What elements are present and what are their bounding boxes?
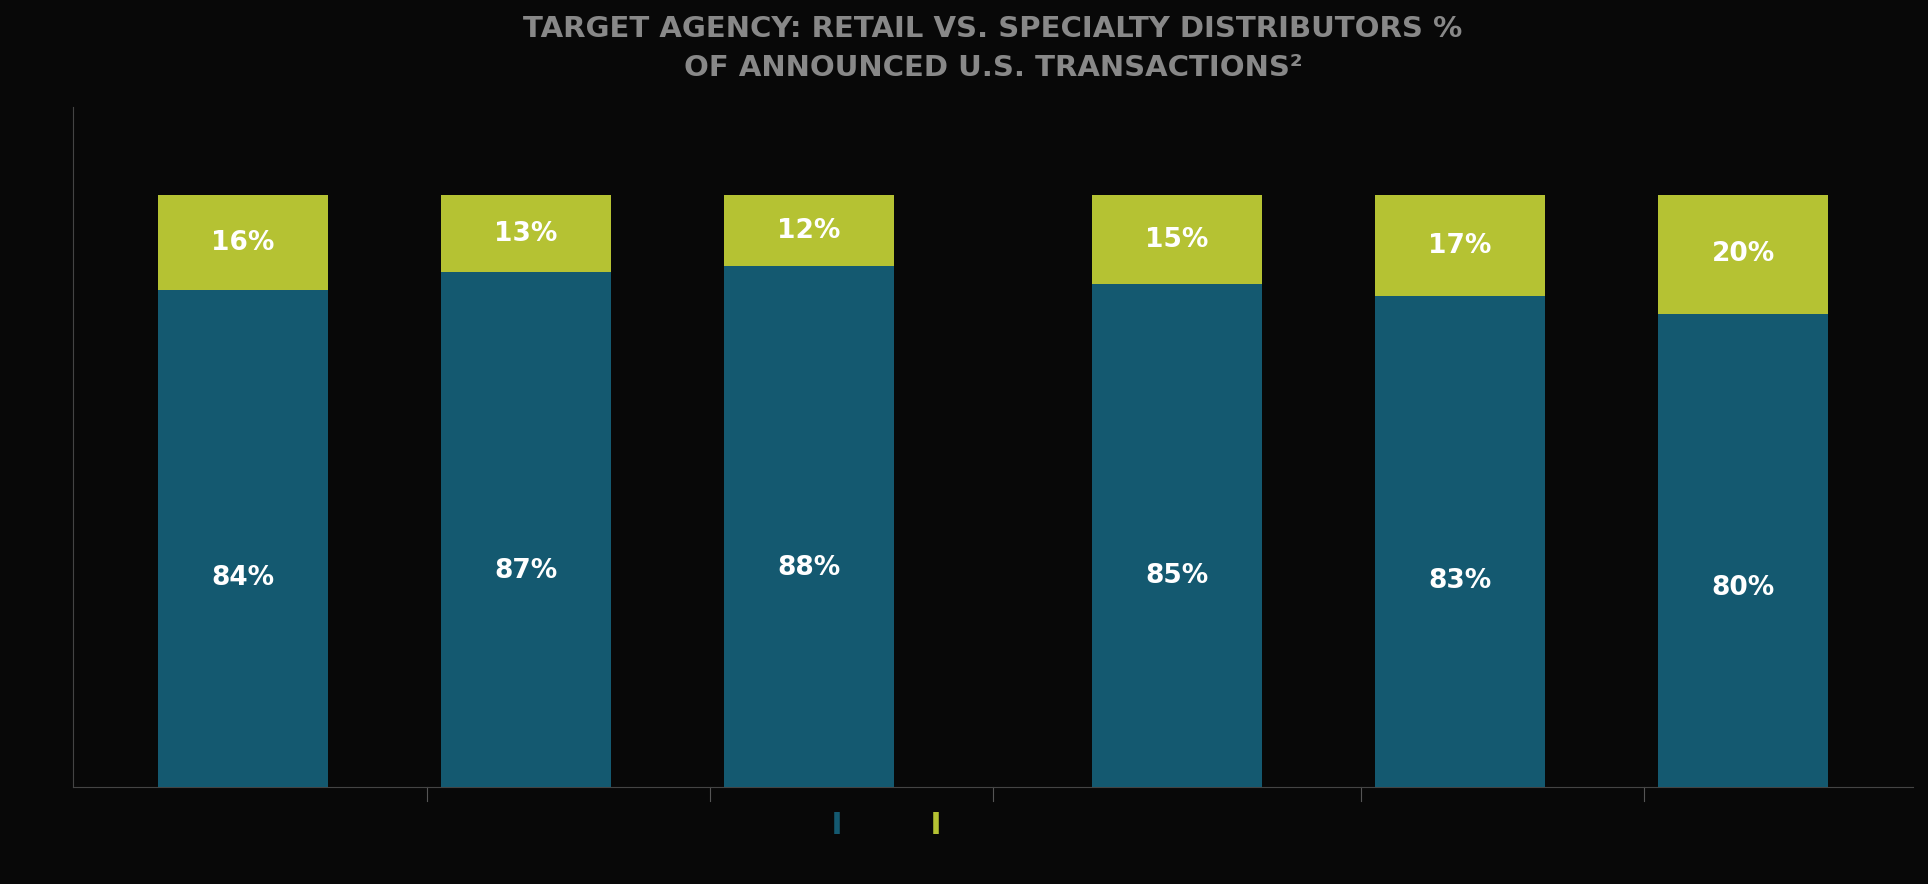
Text: 12%: 12% xyxy=(777,217,841,244)
Text: 88%: 88% xyxy=(777,555,841,582)
Text: 13%: 13% xyxy=(494,221,557,247)
Text: 84%: 84% xyxy=(212,565,274,591)
Text: 83%: 83% xyxy=(1429,568,1492,594)
Text: 17%: 17% xyxy=(1429,232,1492,259)
Bar xyxy=(442,195,611,272)
Text: 16%: 16% xyxy=(210,230,274,255)
Bar xyxy=(725,266,895,787)
Text: 15%: 15% xyxy=(1145,226,1209,253)
Bar xyxy=(1658,314,1828,787)
Bar xyxy=(1091,195,1261,284)
Text: 80%: 80% xyxy=(1712,575,1776,601)
Bar xyxy=(1658,195,1828,314)
Bar xyxy=(725,195,895,266)
Bar xyxy=(1375,195,1544,296)
Text: 87%: 87% xyxy=(494,558,557,583)
Bar xyxy=(158,290,328,787)
Title: TARGET AGENCY: RETAIL VS. SPECIALTY DISTRIBUTORS %
OF ANNOUNCED U.S. TRANSACTION: TARGET AGENCY: RETAIL VS. SPECIALTY DIST… xyxy=(522,15,1463,82)
Bar xyxy=(1091,284,1261,787)
Bar xyxy=(442,272,611,787)
Bar xyxy=(1375,296,1544,787)
Bar xyxy=(158,195,328,290)
Text: 85%: 85% xyxy=(1145,563,1209,589)
Text: 20%: 20% xyxy=(1712,241,1776,268)
